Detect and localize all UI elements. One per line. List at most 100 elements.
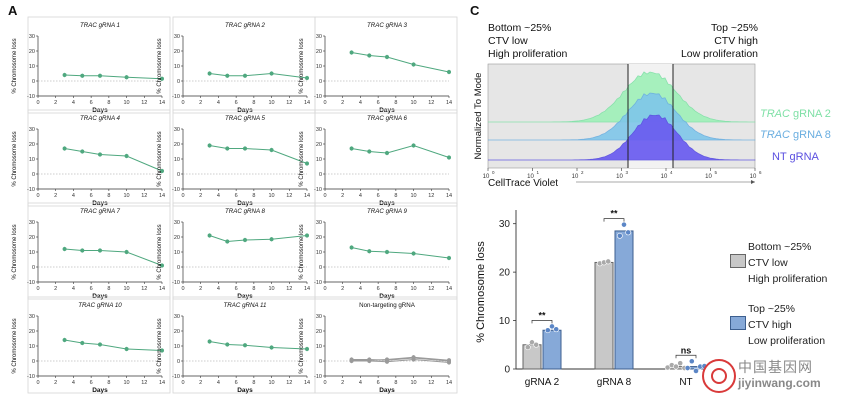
y-tick-label: -10 [27,187,35,193]
x-tick-label: 2 [54,380,57,386]
bar-legend-swatch-bottom [730,254,746,268]
bar-y-axis-label: % Chromosome loss [475,241,487,343]
y-tick-label: 0 [177,79,180,85]
data-point [367,149,372,154]
x-tick-label: 12 [141,286,147,292]
y-tick-label: 20 [174,49,180,55]
y-tick-label: 0 [177,265,180,271]
y-tick-label: -10 [314,187,322,193]
mini-chart-frame [314,109,458,207]
y-tick-label: 10 [174,250,180,256]
bar-y-tick-label: 20 [499,268,511,279]
hist-curve-nt-grna [488,114,756,161]
significance-label: ns [681,345,692,355]
series-line [64,148,163,172]
data-point [447,358,451,363]
hist-caption-bottom-line3: High proliferation [488,48,568,60]
hist-x-tick-base: 10 [483,174,490,180]
data-point [225,73,230,78]
x-tick-label: 14 [159,380,165,386]
bar-y-tick-label: 30 [499,219,511,230]
y-tick-label: 30 [174,314,180,320]
y-tick-label: -10 [27,94,35,100]
y-tick-label: 10 [316,64,322,70]
x-tick-label: 4 [217,380,220,386]
data-point [225,342,230,347]
x-tick-label: 10 [411,286,417,292]
mini-chart-frame [314,202,458,300]
bar-data-point [529,339,535,346]
x-tick-label: 10 [124,100,130,106]
hist-legend-trac-grna8-italic: TRAC [760,129,790,141]
x-tick-label: 10 [124,193,130,199]
hist-x-tick-base: 10 [750,174,757,180]
x-tick-label: 2 [341,193,344,199]
y-tick-label: 0 [319,79,322,85]
significance-bracket [675,354,697,359]
y-tick-label: 20 [29,235,35,241]
y-tick-label: 10 [316,344,322,350]
x-axis-label: Days [237,387,253,394]
y-tick-label: 30 [174,127,180,133]
x-tick-label: 8 [394,193,397,199]
x-tick-label: 6 [90,100,93,106]
y-tick-label: -10 [27,374,35,380]
x-axis-label: Days [379,293,395,300]
hist-caption-bottom: Bottom ~25% CTV low High proliferation [488,22,567,61]
data-point [160,76,164,81]
x-tick-label: 10 [269,100,275,106]
hist-x-tick-base: 10 [527,174,534,180]
y-tick-label: 0 [177,359,180,365]
panel-label-c: C [470,3,480,18]
panel-label-a: A [8,3,18,18]
data-point [385,250,389,254]
data-point [411,143,416,148]
x-tick-label: 0 [323,286,326,292]
data-point [447,155,451,160]
bar-legend-bottom-line3: High proliferation [748,273,828,285]
y-tick-label: -10 [172,374,180,380]
bar-data-point [549,323,555,330]
hist-legend-nt-grna: NT gRNA [772,151,819,163]
data-point [62,247,67,251]
bar-data-point [621,221,627,228]
y-axis-label: % Chromosome loss [12,38,18,93]
x-tick-label: 4 [217,286,220,292]
mini-chart-frame [172,202,316,300]
bar-legend-bottom-line2: CTV low [748,257,788,269]
x-tick-label: 0 [36,286,39,292]
y-tick-label: 30 [316,220,322,226]
y-tick-label: 20 [29,329,35,335]
hist-caption-top-line1: Top ~25% [711,22,758,34]
x-tick-label: 12 [141,380,147,386]
mini-chart-title: Non-targeting gRNA [359,302,416,309]
bar-legend-top-line1: Top ~25% [748,303,795,315]
bar-category-label: gRNA 2 [525,377,560,388]
x-tick-label: 2 [199,286,202,292]
y-tick-label: -10 [27,280,35,286]
data-point [98,73,102,78]
data-point [98,342,102,347]
x-tick-label: 10 [411,380,417,386]
bar-data-point [553,326,560,333]
watermark-title: 中国基因网 [738,360,813,376]
data-point [411,62,416,67]
mini-chart-title: TRAC gRNA 1 [80,22,120,29]
y-tick-label: 30 [29,34,35,40]
y-tick-label: 30 [174,34,180,40]
data-point [385,151,389,155]
y-tick-label: 0 [319,265,322,271]
x-tick-label: 6 [235,286,238,292]
bar-y-tick-label: 10 [499,316,511,327]
y-axis-label: % Chromosome loss [299,318,305,373]
data-point [385,357,389,362]
x-tick-label: 4 [217,193,220,199]
data-point [207,339,212,344]
mini-chart-title: TRAC gRNA 3 [367,22,408,29]
series-line [64,74,163,80]
x-tick-label: 10 [124,286,130,292]
x-tick-label: 12 [428,380,434,386]
hist-legend-trac-grna8-rest: gRNA 8 [789,129,831,141]
